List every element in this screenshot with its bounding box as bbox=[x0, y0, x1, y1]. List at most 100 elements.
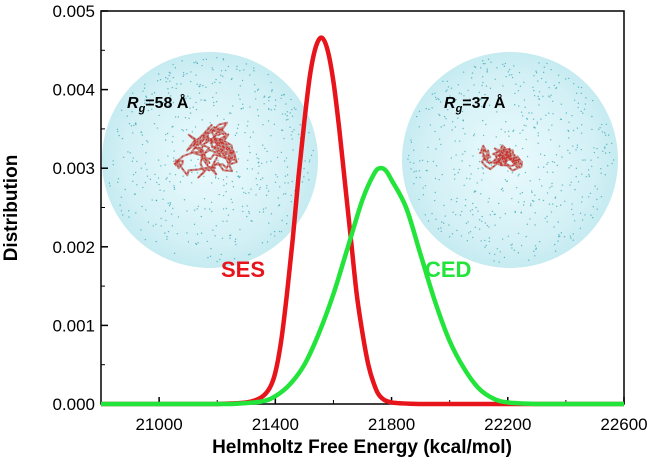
y-tick-label: 0.004 bbox=[52, 81, 95, 100]
sphere-dot bbox=[482, 60, 484, 62]
sphere-dot bbox=[129, 97, 131, 99]
sphere-dot bbox=[278, 230, 281, 233]
sphere-dot bbox=[167, 155, 169, 157]
sphere-dot bbox=[472, 135, 475, 137]
sphere-dot bbox=[494, 224, 496, 226]
sphere-dot bbox=[216, 57, 218, 59]
sphere-dot bbox=[484, 246, 486, 248]
sphere-dot bbox=[409, 161, 411, 164]
annotation-rg-left: Rg=58 Å bbox=[127, 93, 189, 115]
sphere-dot bbox=[215, 225, 218, 227]
sphere-dot bbox=[172, 101, 175, 104]
sphere-dot bbox=[192, 106, 194, 108]
sphere-dot bbox=[222, 75, 224, 78]
sphere-dot bbox=[488, 197, 490, 200]
sphere-dot bbox=[219, 258, 221, 261]
sphere-dot bbox=[568, 167, 570, 169]
y-tick-label: 0.005 bbox=[52, 2, 95, 21]
sphere-dot bbox=[536, 123, 538, 125]
sphere-dot bbox=[425, 107, 427, 110]
sphere-dot bbox=[239, 69, 241, 72]
sphere-dot bbox=[427, 220, 430, 222]
sphere-dot bbox=[237, 175, 239, 178]
sphere-dot bbox=[211, 210, 213, 213]
sphere-dot bbox=[188, 117, 190, 120]
sphere-dot bbox=[463, 95, 465, 97]
sphere-dot bbox=[480, 240, 482, 242]
sphere-dot bbox=[500, 128, 502, 130]
sphere-dot bbox=[182, 130, 185, 132]
sphere-dot bbox=[572, 233, 575, 235]
sphere-dot bbox=[473, 133, 476, 135]
sphere-dot bbox=[577, 86, 580, 88]
series-layer bbox=[101, 35, 624, 407]
sphere-dot bbox=[190, 71, 192, 73]
sphere-dot bbox=[582, 112, 584, 114]
sphere-dot bbox=[196, 83, 198, 85]
sphere-dot bbox=[160, 217, 162, 220]
sphere-dot bbox=[180, 94, 183, 96]
sphere-dot bbox=[604, 152, 607, 154]
sphere-dot bbox=[269, 96, 271, 98]
sphere-dot bbox=[554, 197, 556, 199]
sphere-dot bbox=[560, 190, 562, 192]
sphere-dot bbox=[481, 105, 483, 108]
sphere-dot bbox=[193, 209, 196, 211]
sphere-dot bbox=[209, 255, 212, 258]
sphere-dot bbox=[513, 65, 515, 67]
sphere-dot bbox=[131, 160, 134, 162]
sphere-dot bbox=[256, 89, 259, 92]
sphere-dot bbox=[262, 123, 264, 126]
sphere-dot bbox=[521, 115, 524, 117]
sphere-dot bbox=[577, 181, 580, 183]
sphere-dot bbox=[280, 231, 283, 233]
sphere-dot bbox=[173, 150, 175, 152]
sphere-dot bbox=[290, 98, 292, 101]
sphere-dot bbox=[434, 177, 437, 180]
sphere-dot bbox=[569, 152, 571, 154]
sphere-dot bbox=[286, 174, 289, 176]
sphere-dot bbox=[287, 118, 289, 121]
sphere-dot bbox=[542, 166, 545, 168]
sphere-dot bbox=[581, 219, 584, 221]
sphere-dot bbox=[590, 159, 592, 161]
sphere-dot bbox=[144, 102, 146, 104]
sphere-dot bbox=[466, 240, 469, 242]
sphere-dot bbox=[227, 214, 230, 216]
sphere-dot bbox=[184, 116, 187, 119]
sphere-dot bbox=[257, 115, 260, 117]
sphere-dot bbox=[158, 183, 160, 186]
sphere-dot bbox=[237, 124, 240, 126]
sphere-dot bbox=[538, 178, 541, 181]
sphere-dot bbox=[464, 199, 467, 201]
sphere-dot bbox=[256, 109, 259, 111]
sphere-dot bbox=[153, 123, 156, 125]
sphere-dot bbox=[444, 215, 446, 217]
sphere-dot bbox=[461, 153, 464, 155]
sphere-dot bbox=[467, 221, 469, 223]
sphere-dot bbox=[507, 235, 509, 237]
sphere-dot bbox=[290, 134, 292, 136]
sphere-dot bbox=[196, 62, 198, 64]
sphere-dot bbox=[437, 228, 440, 230]
sphere-dot bbox=[459, 214, 462, 216]
sphere-dot bbox=[557, 74, 560, 77]
sphere-dot bbox=[155, 199, 158, 202]
sphere-dot bbox=[185, 129, 188, 131]
sphere-dot bbox=[117, 130, 119, 133]
sphere-dot bbox=[579, 227, 582, 230]
sphere-dot bbox=[525, 117, 528, 120]
sphere-dot bbox=[470, 173, 472, 175]
sphere-dot bbox=[572, 239, 574, 241]
sphere-dot bbox=[195, 74, 197, 76]
sphere-dot bbox=[515, 83, 517, 85]
sphere-dot bbox=[235, 243, 237, 246]
sphere-dot bbox=[507, 71, 509, 73]
sphere-dot bbox=[443, 115, 446, 118]
sphere-dot bbox=[136, 160, 138, 163]
sphere-dot bbox=[239, 175, 241, 178]
sphere-dot bbox=[454, 140, 456, 142]
sphere-dot bbox=[593, 151, 596, 154]
sphere-dot bbox=[204, 208, 206, 210]
sphere-dot bbox=[270, 160, 272, 162]
